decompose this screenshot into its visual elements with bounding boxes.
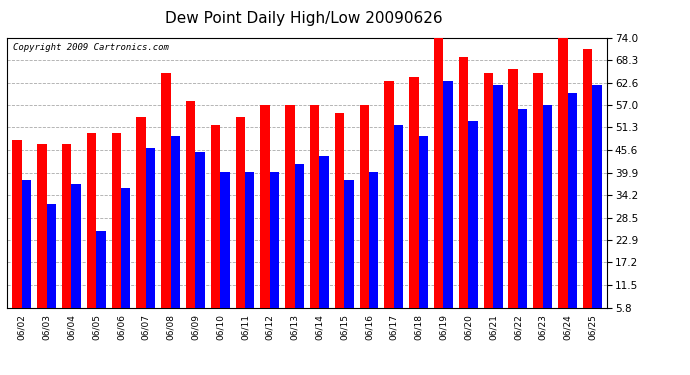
Bar — [260, 105, 270, 308]
Bar — [161, 73, 170, 308]
Bar — [409, 77, 419, 308]
Bar — [533, 73, 543, 308]
Bar — [12, 140, 22, 308]
Bar — [270, 172, 279, 308]
Bar — [369, 172, 379, 308]
Bar — [543, 105, 552, 308]
Bar — [87, 132, 96, 308]
Bar — [211, 124, 220, 308]
Bar — [434, 33, 444, 308]
Bar — [195, 152, 205, 308]
Bar — [567, 93, 577, 308]
Bar — [384, 81, 394, 308]
Bar — [592, 85, 602, 308]
Bar — [220, 172, 230, 308]
Bar — [319, 156, 329, 308]
Bar — [493, 85, 502, 308]
Bar — [459, 57, 469, 308]
Bar — [146, 148, 155, 308]
Bar — [484, 73, 493, 308]
Bar — [137, 117, 146, 308]
Bar — [62, 144, 71, 308]
Bar — [444, 81, 453, 308]
Bar — [469, 121, 477, 308]
Text: Copyright 2009 Cartronics.com: Copyright 2009 Cartronics.com — [13, 43, 169, 52]
Bar — [558, 33, 567, 308]
Bar — [359, 105, 369, 308]
Bar — [71, 184, 81, 308]
Bar — [235, 117, 245, 308]
Bar — [22, 180, 31, 308]
Bar — [509, 69, 518, 308]
Bar — [344, 180, 354, 308]
Bar — [419, 136, 428, 308]
Bar — [310, 105, 319, 308]
Bar — [112, 132, 121, 308]
Bar — [170, 136, 180, 308]
Bar — [186, 101, 195, 308]
Text: Dew Point Daily High/Low 20090626: Dew Point Daily High/Low 20090626 — [165, 11, 442, 26]
Bar — [47, 204, 56, 308]
Bar — [96, 231, 106, 308]
Bar — [394, 124, 403, 308]
Bar — [121, 188, 130, 308]
Bar — [518, 109, 527, 308]
Bar — [37, 144, 47, 308]
Bar — [583, 50, 592, 308]
Bar — [245, 172, 255, 308]
Bar — [285, 105, 295, 308]
Bar — [335, 113, 344, 308]
Bar — [295, 164, 304, 308]
